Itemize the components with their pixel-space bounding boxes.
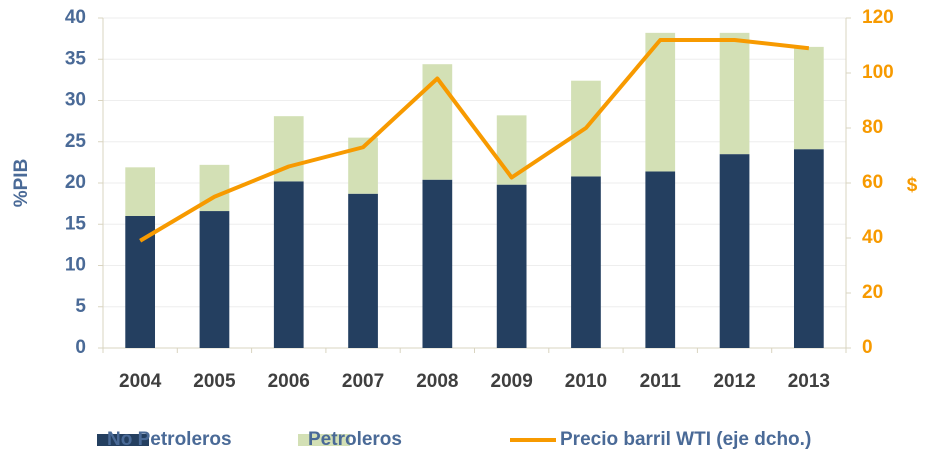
bar [422, 64, 453, 180]
bar [348, 193, 378, 348]
bar [793, 149, 824, 348]
y-tick-label: 0 [75, 337, 86, 358]
y2-tick-label: 100 [862, 62, 894, 83]
bar [496, 184, 527, 348]
y-tick-label: 5 [75, 296, 86, 317]
y-tick-label: 25 [65, 131, 87, 152]
x-tick-label: 2004 [119, 371, 162, 392]
y-tick-label: 35 [65, 48, 87, 69]
y-tick-label: 10 [65, 255, 86, 276]
y2-tick-label: 0 [862, 337, 873, 358]
bar [645, 32, 676, 172]
bar [571, 176, 601, 348]
legend-label: Petroleros [308, 429, 402, 450]
legend-key [97, 434, 149, 446]
x-tick-label: 2007 [342, 371, 384, 392]
bar [645, 171, 676, 348]
bar [199, 211, 230, 348]
bar [273, 181, 304, 348]
bar [793, 46, 824, 150]
bar [422, 179, 453, 348]
bar [125, 216, 156, 348]
y-tick-label: 40 [65, 7, 86, 28]
legend-label: Precio barril WTI (eje dcho.) [560, 429, 811, 450]
y2-tick-label: 80 [862, 117, 883, 138]
legend-key [298, 434, 350, 446]
x-tick-label: 2005 [193, 371, 236, 392]
bar [719, 154, 750, 348]
x-tick-label: 2008 [416, 371, 458, 392]
y-tick-label: 30 [65, 90, 86, 111]
y2-tick-label: 120 [862, 7, 894, 28]
x-tick-label: 2013 [788, 371, 830, 392]
bar [719, 32, 750, 155]
x-tick-label: 2012 [713, 371, 755, 392]
line [139, 38, 810, 243]
x-tick-label: 2006 [268, 371, 310, 392]
y2-axis-label: $ [907, 175, 918, 196]
y2-tick-label: 20 [862, 282, 883, 303]
x-tick-label: 2011 [640, 371, 682, 392]
x-tick-label: 2009 [491, 371, 533, 392]
y2-tick-label: 60 [862, 172, 883, 193]
bar [125, 167, 156, 216]
y-axis-label: %PIB [11, 159, 32, 208]
y2-tick-label: 40 [862, 227, 883, 248]
y-tick-label: 15 [65, 213, 87, 234]
legend-label: No Petroleros [107, 429, 232, 450]
x-tick-label: 2010 [565, 371, 607, 392]
y-tick-label: 20 [65, 172, 86, 193]
